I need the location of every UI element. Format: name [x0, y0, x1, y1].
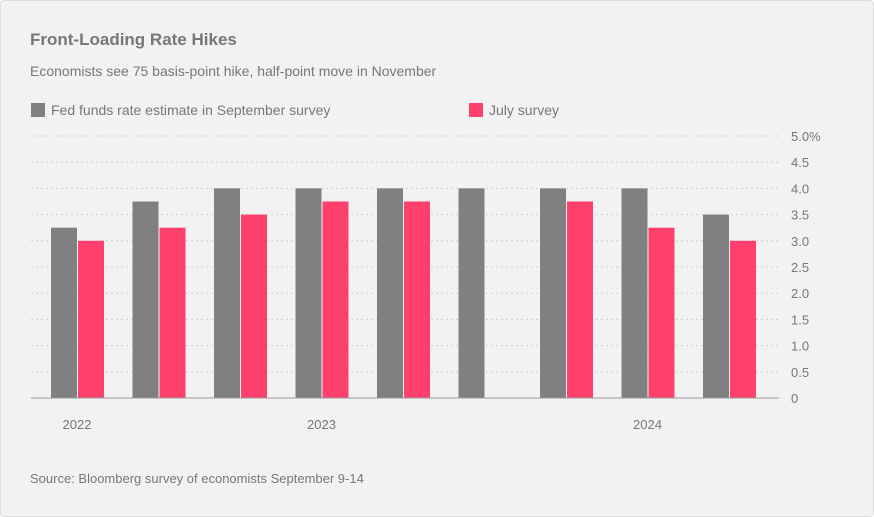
y-tick-label: 0 [791, 391, 798, 406]
bar-september [621, 188, 648, 398]
bar-july [159, 227, 186, 398]
legend-swatch-pink [469, 103, 483, 117]
y-tick-label: 3.0 [791, 234, 809, 249]
chart-title: Front-Loading Rate Hikes [30, 30, 237, 49]
x-tick-label: 2024 [633, 417, 662, 432]
bar-september [214, 188, 240, 398]
x-tick-label: 2023 [307, 417, 336, 432]
chart-subtitle: Economists see 75 basis-point hike, half… [30, 63, 437, 79]
bar-september [132, 201, 159, 398]
y-tick-label: 3.5 [791, 208, 809, 223]
y-tick-label: 5.0% [791, 129, 821, 144]
bar-july [78, 240, 104, 398]
legend-july: July survey [469, 102, 559, 118]
bar-september [540, 188, 566, 398]
bar-september [458, 188, 485, 398]
bar-july [404, 201, 430, 398]
legend-september: Fed funds rate estimate in September sur… [31, 102, 330, 118]
bar-july [567, 201, 593, 398]
bar-july [730, 240, 756, 398]
bar-september [703, 214, 729, 398]
y-tick-label: 0.5 [791, 365, 809, 380]
bar-september [377, 188, 403, 398]
y-tick-label: 2.5 [791, 260, 809, 275]
legend-label: Fed funds rate estimate in September sur… [51, 102, 331, 118]
y-tick-label: 1.0 [791, 339, 809, 354]
x-tick-label: 2022 [63, 417, 92, 432]
bar-september [295, 188, 322, 398]
y-tick-label: 2.0 [791, 286, 809, 301]
y-tick-label: 1.5 [791, 312, 809, 327]
legend-label: July survey [489, 102, 560, 118]
bar-july [648, 227, 675, 398]
source-note: Source: Bloomberg survey of economists S… [30, 471, 364, 486]
bar-july [241, 214, 267, 398]
bar-july [322, 201, 349, 398]
y-tick-label: 4.5 [791, 155, 809, 170]
bar-september [51, 227, 77, 398]
y-tick-label: 4.0 [791, 181, 809, 196]
legend-swatch-gray [31, 103, 45, 117]
